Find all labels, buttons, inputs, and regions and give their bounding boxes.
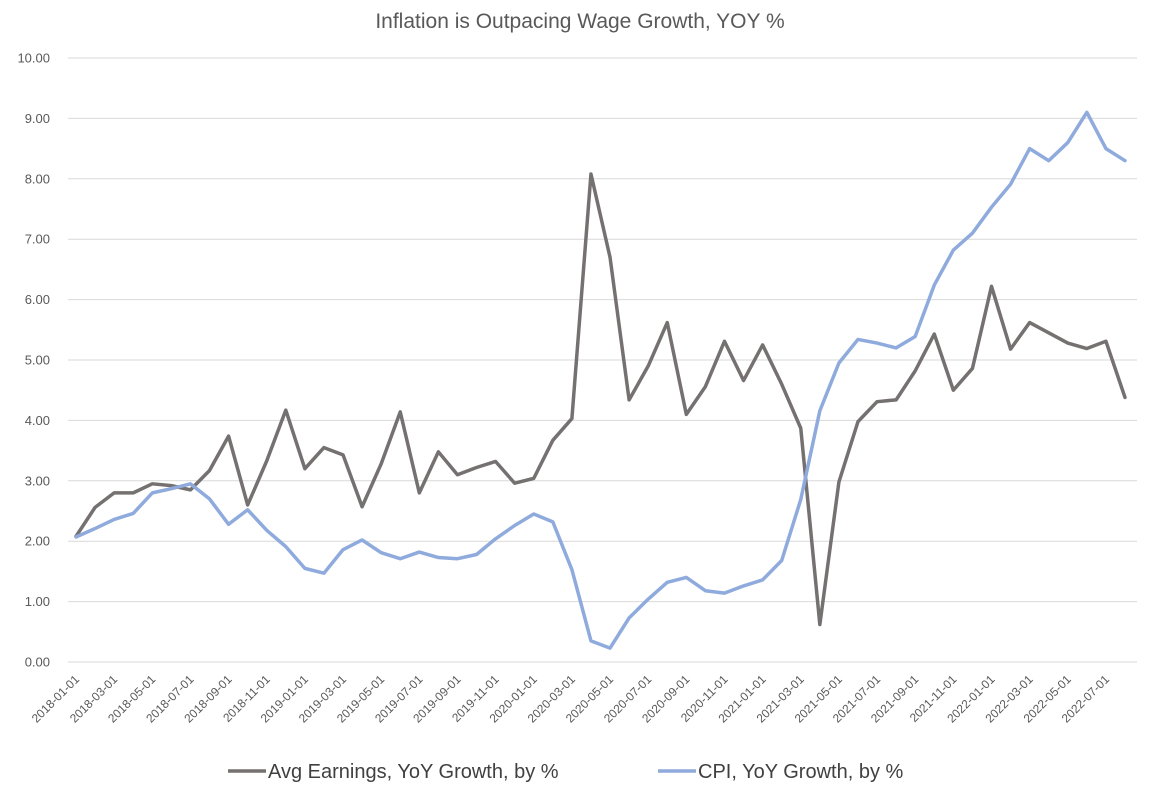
legend-label-avg-earnings: Avg Earnings, YoY Growth, by % — [268, 761, 559, 783]
y-tick-label: 8.00 — [25, 171, 50, 186]
y-tick-label: 2.00 — [25, 534, 50, 549]
y-tick-label: 6.00 — [25, 292, 50, 307]
chart-title: Inflation is Outpacing Wage Growth, YOY … — [375, 10, 784, 33]
y-axis-ticks: 0.00 1.00 2.00 3.00 4.00 5.00 6.00 7.00 8.00 9.00… — [17, 51, 50, 670]
y-tick-label: 0.00 — [25, 655, 50, 670]
series-line-avg-earnings — [74, 172, 1127, 627]
y-tick-label: 5.00 — [25, 353, 50, 368]
y-tick-label: 3.00 — [25, 473, 50, 488]
series-lines — [74, 110, 1127, 650]
y-tick-label: 1.00 — [25, 594, 50, 609]
legend: Avg Earnings, YoY Growth, by % CPI, YoY G… — [228, 761, 904, 783]
y-tick-label: 7.00 — [25, 232, 50, 247]
series-line-cpi — [74, 110, 1127, 650]
y-tick-label: 10.00 — [17, 51, 50, 66]
gridlines — [68, 57, 1137, 663]
legend-label-cpi: CPI, YoY Growth, by % — [698, 761, 904, 783]
y-tick-label: 4.00 — [25, 413, 50, 428]
y-tick-label: 9.00 — [25, 111, 50, 126]
x-axis-ticks: 2018-01-012018-03-012018-05-012018-07-01… — [29, 672, 1112, 726]
